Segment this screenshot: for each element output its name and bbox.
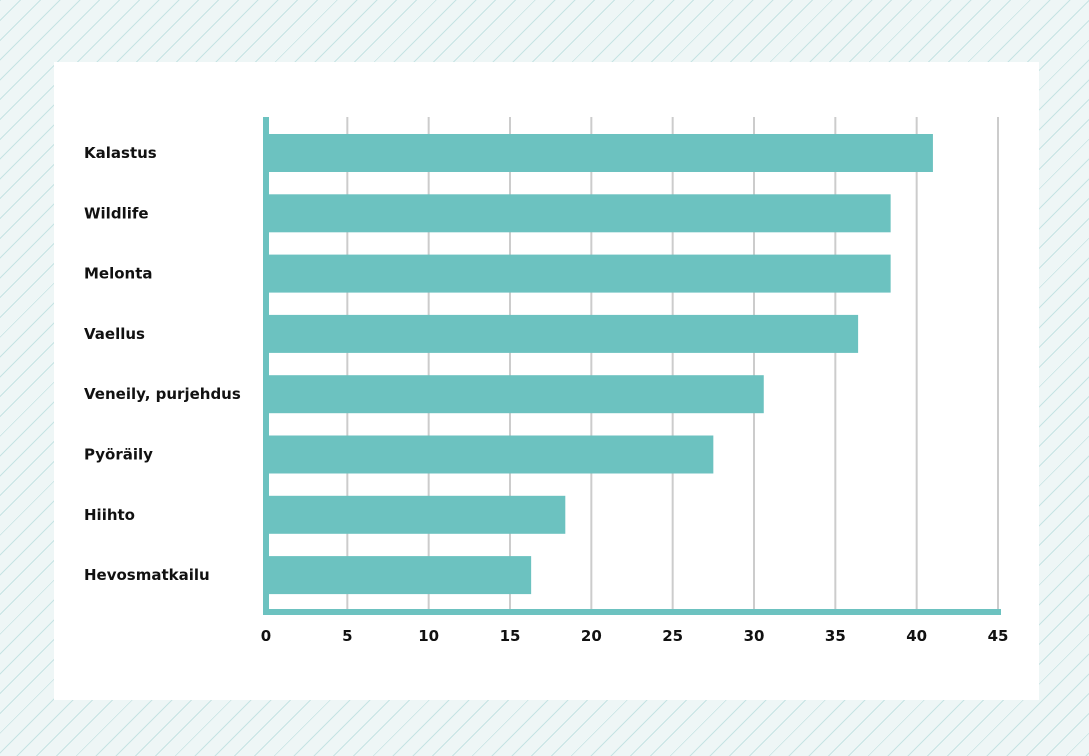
y-axis-line [263,117,269,612]
x-tick-label: 20 [581,627,602,645]
gridlines [346,117,999,612]
bar-pyöräily [266,435,714,474]
bar-hiihto [266,495,566,534]
category-label: Veneily, purjehdus [84,385,241,403]
x-tick-label: 40 [906,627,927,645]
axes [263,117,1001,615]
x-tick-label: 0 [261,627,271,645]
category-labels: Kalastus Wildlife Melonta Vaellus Veneily, p… [84,144,241,584]
x-tick-label: 15 [500,627,521,645]
chart-card: Kalastus Wildlife Melonta Vaellus Veneily, p… [54,62,1039,700]
bar-wildlife [266,194,891,233]
x-tick-label: 10 [418,627,439,645]
x-tick-labels: 0 5 10 15 20 25 30 35 40 45 [261,627,1009,645]
x-tick-label: 25 [662,627,683,645]
category-label: Melonta [84,265,153,283]
x-tick-label: 30 [744,627,765,645]
bar-hevosmatkailu [266,556,532,595]
bar-vaellus [266,314,859,353]
category-label: Vaellus [84,325,145,343]
category-label: Kalastus [84,144,157,162]
bar-veneily-purjehdus [266,375,764,414]
bar-chart: Kalastus Wildlife Melonta Vaellus Veneily, p… [84,117,1009,645]
category-label: Hiihto [84,506,135,524]
bar-kalastus [266,134,933,172]
x-tick-label: 5 [342,627,352,645]
category-label: Wildlife [84,204,149,222]
x-axis-line [263,609,1001,615]
x-tick-label: 35 [825,627,846,645]
bars [266,134,933,595]
category-label: Hevosmatkailu [84,566,210,584]
category-label: Pyöräily [84,446,153,464]
bar-melonta [266,254,891,293]
x-tick-label: 45 [988,627,1009,645]
